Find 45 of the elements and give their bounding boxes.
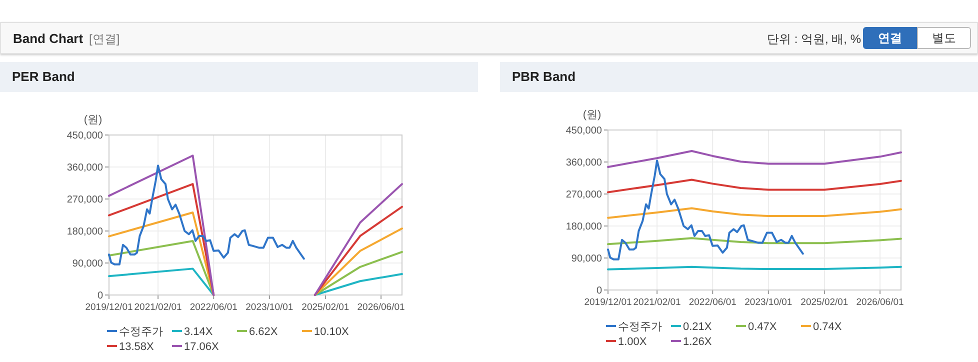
y-tick-label: 0 bbox=[596, 286, 602, 296]
legend-label: 6.62X bbox=[249, 326, 278, 338]
text: 연결 bbox=[863, 27, 917, 49]
legend-label: 3.14X bbox=[184, 326, 214, 338]
x-tick-label: 2026/06/01 bbox=[357, 302, 405, 313]
y-tick-label: 0 bbox=[97, 290, 104, 302]
legend-label: 1.00X bbox=[618, 336, 648, 348]
y-tick-label: 360,000 bbox=[66, 162, 104, 174]
y-tick-label: 270,000 bbox=[566, 190, 602, 200]
legend-label: 1.26X bbox=[683, 336, 712, 348]
chart-title: PBR Band bbox=[500, 62, 978, 92]
legend-label: 수정주가 bbox=[119, 326, 163, 338]
y-axis-title: (원) bbox=[84, 114, 102, 126]
y-axis-title: (원) bbox=[582, 109, 602, 121]
chart-title: PER Band bbox=[0, 62, 478, 92]
legend-label: 수정주가 bbox=[618, 321, 662, 333]
y-tick-label: 180,000 bbox=[566, 222, 602, 232]
x-tick-label: 2022/06/01 bbox=[688, 297, 736, 308]
legend-label: 0.47X bbox=[748, 321, 778, 333]
text: [연결] bbox=[89, 31, 120, 48]
legend-label: 0.74X bbox=[813, 321, 842, 333]
text: 별도 bbox=[917, 27, 971, 49]
legend-label: 17.06X bbox=[184, 341, 220, 353]
y-tick-label: 180,000 bbox=[66, 226, 104, 238]
x-tick-label: 2021/02/01 bbox=[134, 302, 182, 313]
legend-label: 0.21X bbox=[683, 321, 712, 333]
y-tick-label: 450,000 bbox=[566, 126, 602, 136]
x-tick-label: 2025/02/01 bbox=[302, 302, 350, 313]
x-tick-label: 2021/02/01 bbox=[633, 297, 681, 308]
y-tick-label: 360,000 bbox=[566, 158, 602, 168]
x-tick-label: 2023/10/01 bbox=[246, 302, 294, 313]
x-tick-label: 2022/06/01 bbox=[190, 302, 238, 313]
y-tick-label: 450,000 bbox=[66, 130, 104, 142]
y-tick-label: 90,000 bbox=[571, 254, 602, 264]
legend-label: 13.58X bbox=[119, 341, 155, 353]
x-tick-label: 2019/12/01 bbox=[584, 297, 632, 308]
legend-label: 10.10X bbox=[314, 326, 350, 338]
y-tick-label: 270,000 bbox=[66, 194, 104, 206]
text: 단위 : 억원, 배, % bbox=[766, 31, 861, 48]
x-tick-label: 2019/12/01 bbox=[85, 302, 133, 313]
text: Band Chart bbox=[13, 31, 84, 46]
x-tick-label: 2023/10/01 bbox=[744, 297, 792, 308]
x-tick-label: 2025/02/01 bbox=[800, 297, 848, 308]
y-tick-label: 90,000 bbox=[72, 258, 104, 270]
x-tick-label: 2026/06/01 bbox=[856, 297, 904, 308]
